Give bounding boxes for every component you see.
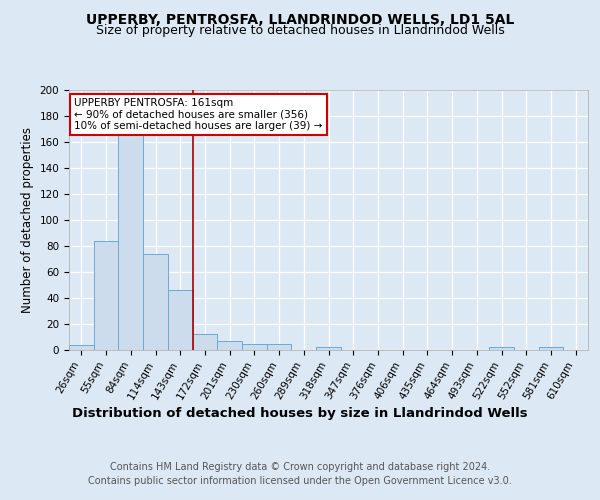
Text: Contains HM Land Registry data © Crown copyright and database right 2024.: Contains HM Land Registry data © Crown c… xyxy=(110,462,490,472)
Bar xyxy=(489,348,514,350)
Text: UPPERBY, PENTROSFA, LLANDRINDOD WELLS, LD1 5AL: UPPERBY, PENTROSFA, LLANDRINDOD WELLS, L… xyxy=(86,12,514,26)
Bar xyxy=(168,290,193,350)
Bar xyxy=(267,344,292,350)
Y-axis label: Number of detached properties: Number of detached properties xyxy=(21,127,34,313)
Bar xyxy=(217,341,242,350)
Bar xyxy=(242,344,267,350)
Bar xyxy=(539,348,563,350)
Bar xyxy=(193,334,217,350)
Bar xyxy=(316,348,341,350)
Bar xyxy=(69,345,94,350)
Text: Size of property relative to detached houses in Llandrindod Wells: Size of property relative to detached ho… xyxy=(95,24,505,37)
Text: Contains public sector information licensed under the Open Government Licence v3: Contains public sector information licen… xyxy=(88,476,512,486)
Text: Distribution of detached houses by size in Llandrindod Wells: Distribution of detached houses by size … xyxy=(72,408,528,420)
Bar xyxy=(118,136,143,350)
Bar xyxy=(94,241,118,350)
Bar xyxy=(143,254,168,350)
Text: UPPERBY PENTROSFA: 161sqm
← 90% of detached houses are smaller (356)
10% of semi: UPPERBY PENTROSFA: 161sqm ← 90% of detac… xyxy=(74,98,323,131)
